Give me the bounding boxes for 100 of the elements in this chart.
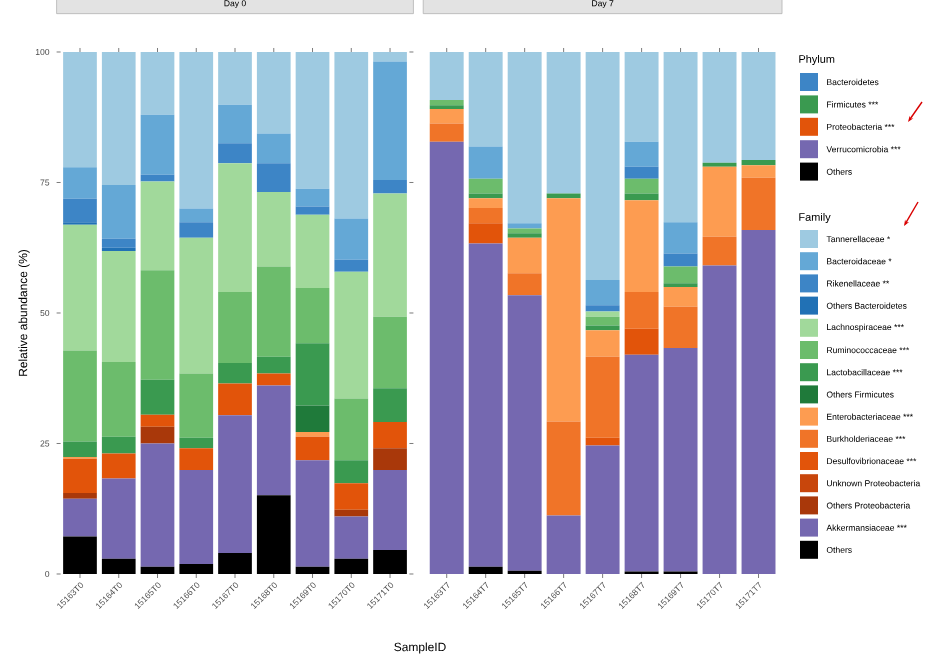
bar: [468, 193, 503, 199]
bar: [101, 250, 136, 363]
bar: [507, 223, 542, 229]
bar: [140, 270, 175, 380]
bar: [63, 350, 97, 442]
bar: [63, 51, 97, 168]
bar: [179, 208, 214, 223]
bar: [546, 421, 581, 516]
bar: [256, 385, 291, 496]
bar: [585, 356, 620, 438]
bar: [507, 295, 542, 571]
bar: [101, 238, 136, 248]
bar: [334, 51, 369, 219]
bar: [585, 445, 620, 574]
bar: [63, 458, 97, 494]
bar: [373, 179, 407, 194]
bar: [256, 163, 291, 192]
bar: [585, 280, 620, 306]
bar: [624, 200, 659, 293]
bar: [546, 193, 581, 199]
bar: [663, 306, 698, 348]
bar: [468, 198, 503, 209]
bar: [218, 104, 252, 144]
bar: [702, 265, 737, 574]
bar: [373, 61, 407, 180]
bar: [179, 222, 214, 238]
bar: [256, 133, 291, 164]
bar: [334, 516, 369, 559]
bar: [63, 536, 97, 574]
bar: [468, 223, 503, 244]
bar: [624, 328, 659, 355]
bar: [63, 224, 97, 351]
bar: [218, 363, 252, 384]
bar: [295, 343, 330, 406]
bar: [334, 483, 369, 510]
bar: [334, 460, 369, 484]
bar: [373, 316, 407, 389]
bar: [256, 266, 291, 357]
bar: [140, 566, 175, 574]
bar: [429, 141, 464, 574]
bar: [140, 51, 175, 115]
bar: [741, 165, 776, 178]
bar: [179, 470, 214, 565]
bar: [741, 177, 776, 230]
bar: [468, 178, 503, 194]
bar: [218, 383, 252, 416]
bar: [218, 143, 252, 164]
bar: [507, 51, 542, 224]
bar: [218, 553, 252, 574]
bar: [101, 362, 136, 437]
bar: [468, 566, 503, 574]
bar: [373, 470, 407, 550]
bar: [507, 237, 542, 274]
bar: [295, 566, 330, 574]
bar: [663, 51, 698, 223]
bar: [256, 373, 291, 386]
bar: [741, 230, 776, 574]
bar: [663, 266, 698, 284]
bar: [295, 436, 330, 461]
bar: [179, 51, 214, 209]
bar: [63, 167, 97, 199]
bar: [429, 51, 464, 101]
bar: [429, 108, 464, 124]
bar: [624, 292, 659, 329]
bar: [546, 198, 581, 422]
bar: [256, 51, 291, 134]
bar: [373, 422, 407, 449]
bar: [334, 259, 369, 272]
bar: [663, 222, 698, 254]
bar: [741, 51, 776, 161]
bar: [256, 191, 291, 267]
bar: [101, 185, 136, 239]
bar: [334, 509, 369, 517]
bar: [373, 448, 407, 471]
bar: [334, 398, 369, 461]
bar: [624, 51, 659, 142]
bar: [256, 356, 291, 374]
bar: [585, 51, 620, 281]
bar: [373, 549, 407, 574]
bar: [546, 515, 581, 574]
bar: [179, 373, 214, 438]
bar: [218, 51, 252, 105]
bar: [101, 478, 136, 559]
bar: [101, 51, 136, 186]
bar: [218, 163, 252, 293]
bar: [140, 426, 175, 444]
bar: [63, 493, 97, 499]
bar: [101, 558, 136, 574]
bar: [140, 114, 175, 175]
bar: [585, 305, 620, 312]
bar: [373, 388, 407, 423]
bar: [179, 237, 214, 374]
bar: [63, 198, 97, 223]
bar: [546, 51, 581, 194]
bar: [468, 208, 503, 224]
bar: [663, 347, 698, 572]
bar: [468, 243, 503, 567]
bar: [140, 379, 175, 415]
bar: [334, 218, 369, 260]
bar: [218, 292, 252, 364]
